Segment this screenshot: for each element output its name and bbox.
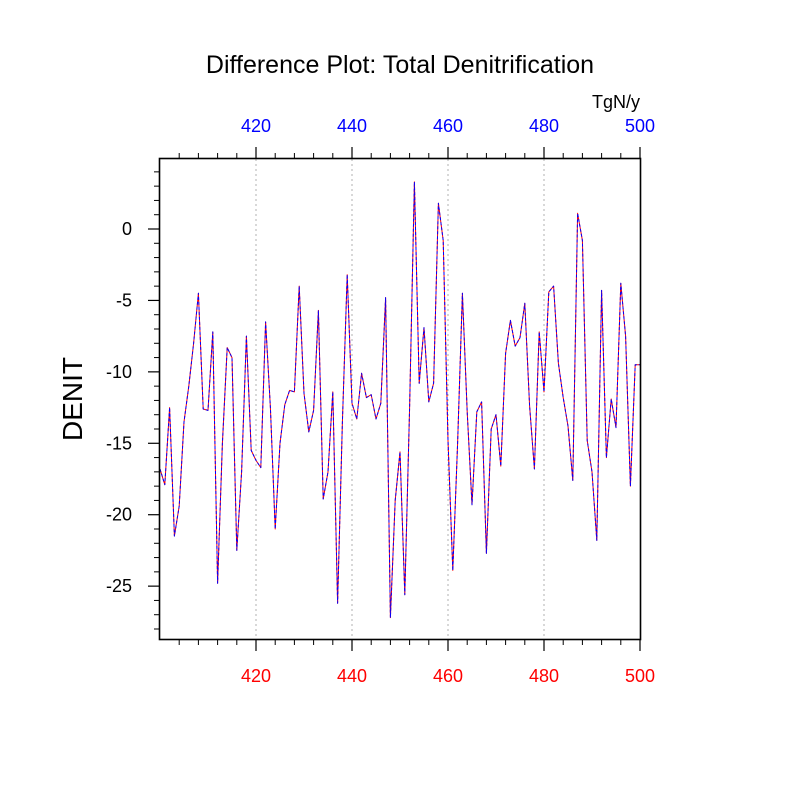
- y-tick-label: -25: [106, 576, 132, 596]
- x-tick-label-top: 460: [433, 116, 463, 136]
- x-gridlines: [255, 159, 545, 639]
- x-tick-label-top: 480: [529, 116, 559, 136]
- y-tick-label: -15: [106, 433, 132, 453]
- x-tick-label-bottom: 420: [241, 666, 271, 686]
- x-tick-label-top: 440: [337, 116, 367, 136]
- y-tick-label: -10: [106, 362, 132, 382]
- x-tick-label-bottom: 500: [625, 666, 655, 686]
- series-line-dashed: [159, 181, 640, 619]
- x-tick-label-bottom: 480: [529, 666, 559, 686]
- x-tick-label-top: 420: [241, 116, 271, 136]
- units-label: TgN/y: [592, 92, 640, 112]
- x-ticks: 420 420 440 440 460 460 480 480 500 500: [178, 116, 655, 686]
- y-ticks: 0 -5 -10 -15 -20 -25: [106, 171, 160, 630]
- x-tick-label-bottom: 460: [433, 666, 463, 686]
- y-tick-label: 0: [122, 219, 132, 239]
- y-tick-label: -20: [106, 505, 132, 525]
- data-series: [159, 181, 640, 619]
- chart-title: Difference Plot: Total Denitrification: [206, 51, 594, 79]
- y-axis-label: DENIT: [57, 357, 88, 441]
- x-tick-label-bottom: 440: [337, 666, 367, 686]
- series-line-solid: [159, 181, 640, 619]
- y-tick-label: -5: [116, 290, 132, 310]
- x-tick-label-top: 500: [625, 116, 655, 136]
- plot-frame: [158, 157, 642, 641]
